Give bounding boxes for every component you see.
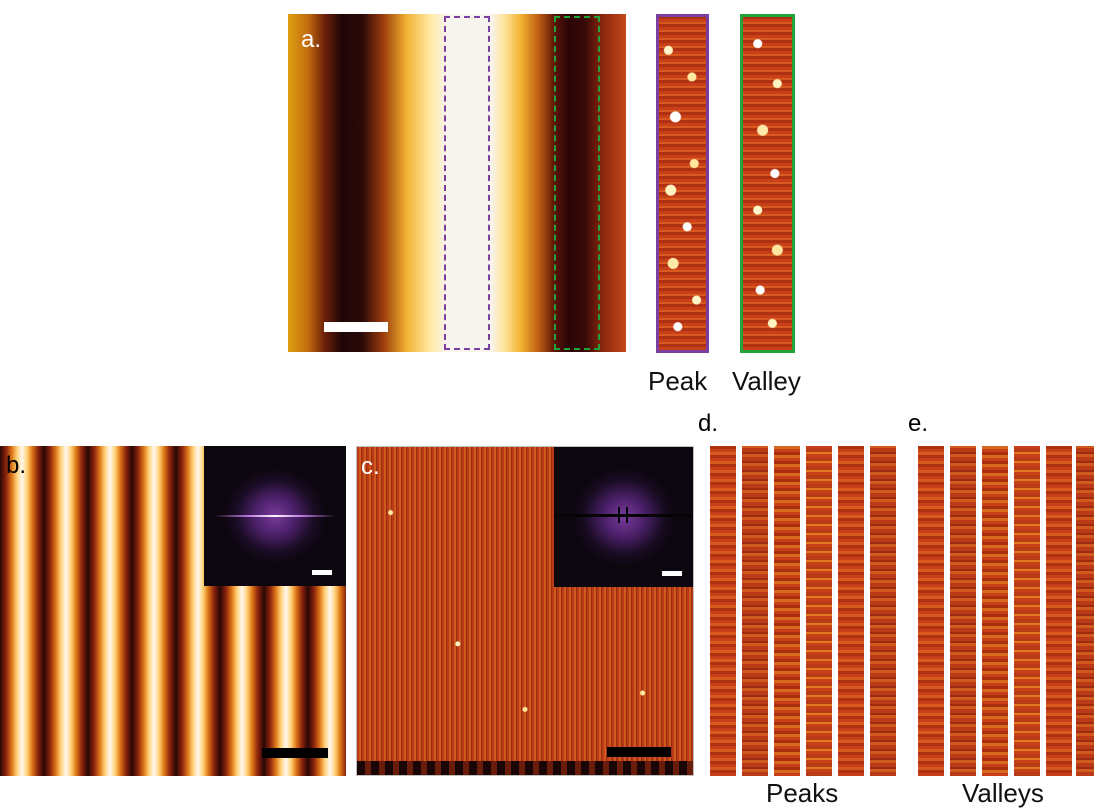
fft-dark-line (554, 514, 693, 517)
panel-e-strips (918, 446, 1094, 776)
fft-tick-left (618, 507, 620, 523)
peak-region-box (444, 16, 490, 350)
panel-a-label: a. (301, 26, 322, 53)
valley-strip-6 (1076, 446, 1094, 776)
valley-region-box (554, 16, 600, 350)
peak-strip-1 (710, 446, 736, 776)
panel-e-label: e. (908, 410, 929, 437)
caption-peaks: Peaks (766, 778, 839, 808)
panel-b-label: b. (6, 452, 27, 479)
peak-strip-5 (838, 446, 864, 776)
fft-scale-bar-c (662, 571, 682, 576)
panel-c-bottom-edge (357, 761, 693, 775)
peak-strip-6 (870, 446, 896, 776)
valley-strip-4 (1014, 446, 1040, 776)
peak-strip-3 (774, 446, 800, 776)
caption-valley: Valley (732, 366, 801, 396)
scale-bar-b (262, 748, 328, 758)
caption-peak: Peak (648, 366, 708, 396)
fft-tick-right (626, 507, 628, 523)
valley-strip-3 (982, 446, 1008, 776)
peak-strip-2 (742, 446, 768, 776)
panel-b-fft-inset (204, 446, 346, 586)
panel-a-image: a. (288, 14, 626, 352)
caption-valleys: Valleys (962, 778, 1044, 808)
panel-c-fft-inset (554, 447, 693, 587)
peak-strip-image (656, 14, 709, 353)
panel-d-strips (710, 446, 906, 776)
fft-center-streak (214, 515, 336, 517)
fft-scale-bar-b (312, 570, 332, 575)
valley-strip-1 (918, 446, 944, 776)
panel-c-image: c. (356, 446, 694, 776)
scale-bar-c (607, 747, 671, 757)
panel-c-label: c. (361, 453, 380, 480)
panel-b-image: b. (0, 446, 346, 776)
valley-strip-5 (1046, 446, 1072, 776)
panel-d-label: d. (698, 410, 719, 437)
valley-strip-2 (950, 446, 976, 776)
valley-strip-image (740, 14, 795, 353)
peak-strip-4 (806, 446, 832, 776)
scale-bar (324, 322, 388, 332)
